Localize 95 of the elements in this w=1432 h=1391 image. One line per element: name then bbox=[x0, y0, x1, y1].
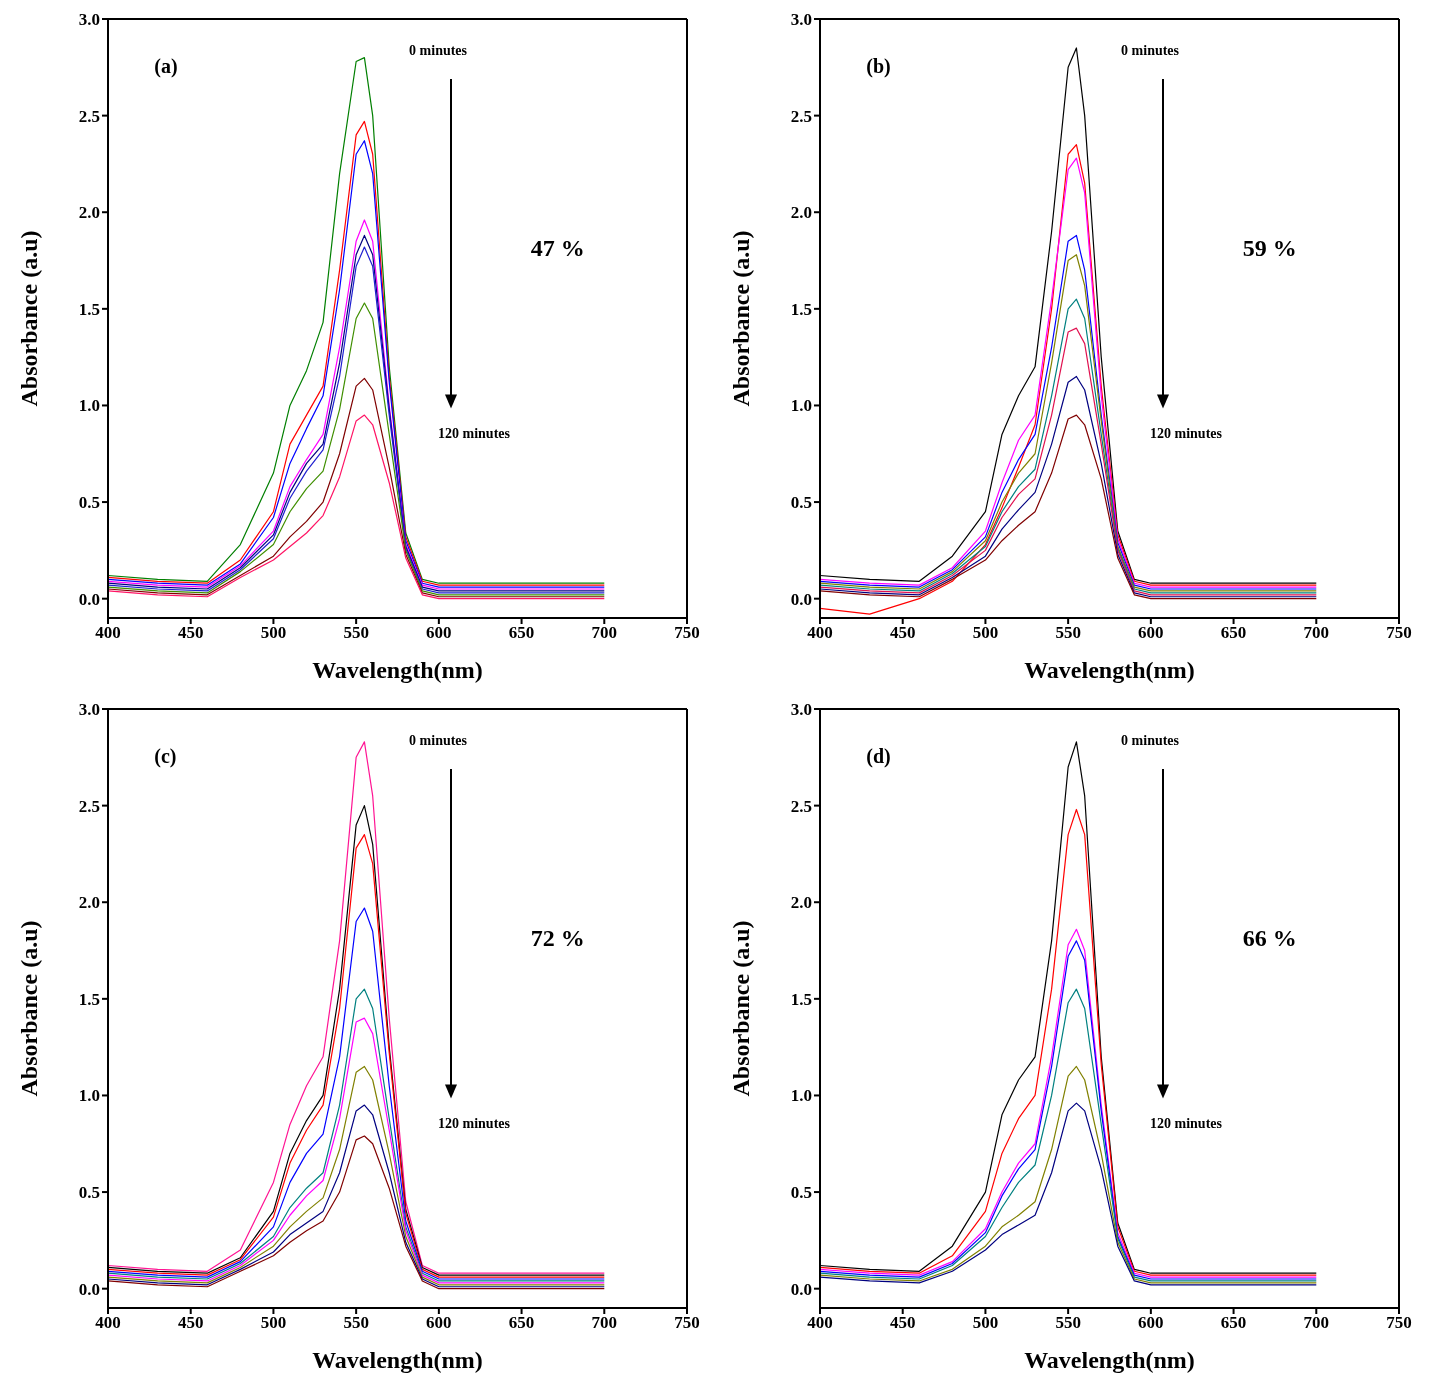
line-series bbox=[820, 1102, 1317, 1286]
x-tick-label: 650 bbox=[508, 623, 535, 643]
y-tick-label: 2.0 bbox=[790, 203, 812, 223]
y-axis-title: Absorbance (a.u) bbox=[727, 230, 754, 407]
line-series bbox=[108, 1135, 605, 1290]
annotation: (a) bbox=[154, 54, 178, 78]
line-series bbox=[108, 302, 605, 596]
x-tick-label: 450 bbox=[889, 1313, 916, 1333]
x-axis-title: Wavelength(nm) bbox=[1024, 1347, 1195, 1373]
x-tick-label: 450 bbox=[889, 623, 916, 643]
x-tick-label: 550 bbox=[343, 623, 369, 643]
x-tick-label: 500 bbox=[260, 1313, 287, 1333]
y-tick-label: 2.5 bbox=[78, 106, 100, 126]
annotation: 0 minutes bbox=[1121, 42, 1180, 59]
x-tick-label: 650 bbox=[1220, 1313, 1247, 1333]
line-series bbox=[820, 1065, 1317, 1284]
y-tick-label: 1.0 bbox=[790, 396, 812, 416]
y-axis-title: Absorbance (a.u) bbox=[15, 920, 42, 1097]
x-tick-label: 400 bbox=[807, 623, 833, 643]
y-tick-label: 1.5 bbox=[78, 299, 100, 319]
y-tick-label: 1.5 bbox=[790, 989, 812, 1009]
y-tick-label: 0.5 bbox=[78, 1183, 100, 1203]
x-tick-label: 650 bbox=[1220, 623, 1247, 643]
line-series bbox=[820, 414, 1317, 600]
x-tick-label: 600 bbox=[1138, 623, 1164, 643]
y-tick-label: 2.0 bbox=[78, 203, 100, 223]
y-tick-label: 0.5 bbox=[790, 493, 812, 513]
annotation: 0 minutes bbox=[409, 732, 468, 749]
annotation: 120 minutes bbox=[1150, 426, 1222, 443]
annotation: 72 % bbox=[530, 924, 585, 952]
x-tick-label: 400 bbox=[807, 1313, 833, 1333]
y-axis-title: Absorbance (a.u) bbox=[727, 920, 754, 1097]
y-tick-label: 3.0 bbox=[78, 10, 100, 30]
y-tick-label: 2.5 bbox=[790, 796, 812, 816]
x-tick-label: 500 bbox=[972, 1313, 999, 1333]
annotation: 120 minutes bbox=[438, 1116, 510, 1133]
x-tick-label: 650 bbox=[508, 1313, 535, 1333]
x-axis-title: Wavelength(nm) bbox=[312, 657, 483, 683]
x-tick-label: 750 bbox=[674, 623, 700, 643]
line-series bbox=[108, 1104, 605, 1288]
x-axis-title: Wavelength(nm) bbox=[312, 1347, 483, 1373]
y-tick-label: 2.5 bbox=[78, 796, 100, 816]
x-tick-label: 550 bbox=[343, 1313, 369, 1333]
x-tick-label: 750 bbox=[1386, 1313, 1412, 1333]
y-tick-label: 1.0 bbox=[78, 396, 100, 416]
x-tick-label: 550 bbox=[1055, 623, 1081, 643]
annotation: 0 minutes bbox=[1121, 732, 1180, 749]
y-tick-label: 2.0 bbox=[790, 893, 812, 913]
y-tick-label: 2.0 bbox=[78, 893, 100, 913]
annotation: 66 % bbox=[1242, 924, 1297, 952]
annotation: 0 minutes bbox=[409, 42, 468, 59]
annotation: 120 minutes bbox=[1150, 1116, 1222, 1133]
y-tick-label: 0.0 bbox=[790, 589, 812, 609]
x-tick-label: 600 bbox=[426, 1313, 452, 1333]
x-tick-label: 600 bbox=[1138, 1313, 1164, 1333]
x-axis-title: Wavelength(nm) bbox=[1024, 657, 1195, 683]
x-tick-label: 700 bbox=[1303, 1313, 1330, 1333]
y-axis-title: Absorbance (a.u) bbox=[15, 230, 42, 407]
y-tick-label: 0.5 bbox=[78, 493, 100, 513]
x-tick-label: 700 bbox=[591, 623, 618, 643]
x-tick-label: 750 bbox=[1386, 623, 1412, 643]
annotation: (b) bbox=[866, 54, 891, 78]
x-tick-label: 450 bbox=[177, 623, 204, 643]
annotation: (d) bbox=[866, 744, 891, 768]
y-tick-label: 1.0 bbox=[78, 1086, 100, 1106]
y-tick-label: 0.0 bbox=[790, 1279, 812, 1299]
y-tick-label: 0.5 bbox=[790, 1183, 812, 1203]
x-tick-label: 700 bbox=[591, 1313, 618, 1333]
y-tick-label: 1.5 bbox=[790, 299, 812, 319]
x-tick-label: 400 bbox=[95, 623, 121, 643]
y-tick-label: 0.0 bbox=[78, 589, 100, 609]
x-tick-label: 400 bbox=[95, 1313, 121, 1333]
y-tick-label: 0.0 bbox=[78, 1279, 100, 1299]
annotation: (c) bbox=[154, 744, 177, 768]
x-tick-label: 600 bbox=[426, 623, 452, 643]
annotation: 120 minutes bbox=[438, 426, 510, 443]
x-tick-label: 750 bbox=[674, 1313, 700, 1333]
line-series bbox=[820, 375, 1317, 598]
x-tick-label: 450 bbox=[177, 1313, 204, 1333]
annotation: 59 % bbox=[1242, 234, 1297, 262]
y-tick-label: 3.0 bbox=[790, 700, 812, 720]
y-tick-label: 1.0 bbox=[790, 1086, 812, 1106]
line-series bbox=[108, 414, 605, 600]
x-tick-label: 500 bbox=[972, 623, 999, 643]
x-tick-label: 500 bbox=[260, 623, 287, 643]
y-tick-label: 1.5 bbox=[78, 989, 100, 1009]
line-series bbox=[108, 1065, 605, 1286]
line-series bbox=[108, 377, 605, 598]
line-series bbox=[108, 907, 605, 1280]
y-tick-label: 3.0 bbox=[78, 700, 100, 720]
x-tick-label: 550 bbox=[1055, 1313, 1081, 1333]
annotation: 47 % bbox=[530, 234, 585, 262]
y-tick-label: 3.0 bbox=[790, 10, 812, 30]
x-tick-label: 700 bbox=[1303, 623, 1330, 643]
y-tick-label: 2.5 bbox=[790, 106, 812, 126]
